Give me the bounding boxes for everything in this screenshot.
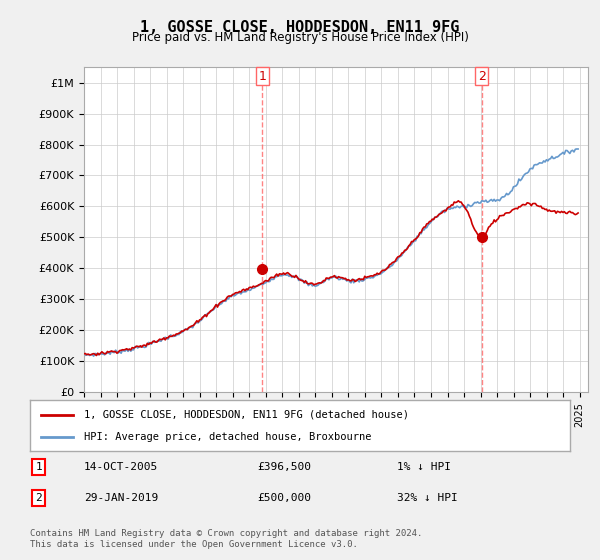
Text: 1, GOSSE CLOSE, HODDESDON, EN11 9FG (detached house): 1, GOSSE CLOSE, HODDESDON, EN11 9FG (det… xyxy=(84,409,409,419)
Text: Price paid vs. HM Land Registry's House Price Index (HPI): Price paid vs. HM Land Registry's House … xyxy=(131,31,469,44)
Text: 1: 1 xyxy=(35,462,42,472)
Text: 29-JAN-2019: 29-JAN-2019 xyxy=(84,493,158,503)
Text: 32% ↓ HPI: 32% ↓ HPI xyxy=(397,493,458,503)
Text: £396,500: £396,500 xyxy=(257,462,311,472)
Text: 2: 2 xyxy=(35,493,42,503)
Text: 2: 2 xyxy=(478,70,486,83)
Text: Contains HM Land Registry data © Crown copyright and database right 2024.
This d: Contains HM Land Registry data © Crown c… xyxy=(30,529,422,549)
Text: 1, GOSSE CLOSE, HODDESDON, EN11 9FG: 1, GOSSE CLOSE, HODDESDON, EN11 9FG xyxy=(140,20,460,35)
Text: 1: 1 xyxy=(259,70,266,83)
Text: £500,000: £500,000 xyxy=(257,493,311,503)
Text: HPI: Average price, detached house, Broxbourne: HPI: Average price, detached house, Brox… xyxy=(84,432,371,442)
Text: 1% ↓ HPI: 1% ↓ HPI xyxy=(397,462,451,472)
Text: 14-OCT-2005: 14-OCT-2005 xyxy=(84,462,158,472)
